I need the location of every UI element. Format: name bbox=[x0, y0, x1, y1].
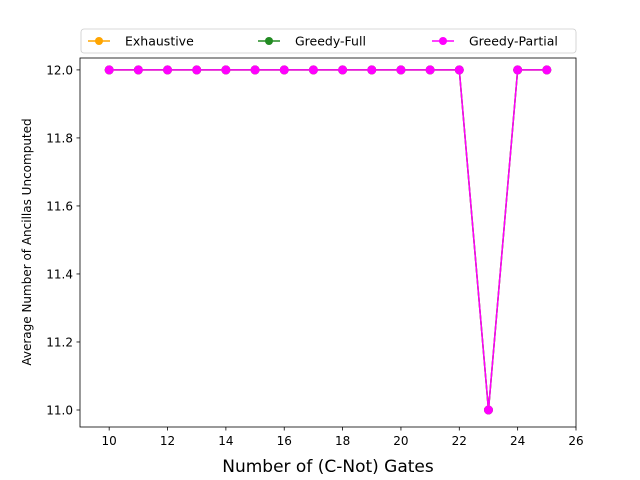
y-tick-label: 11.2 bbox=[46, 335, 73, 349]
x-tick-label: 10 bbox=[102, 434, 117, 448]
data-point bbox=[425, 65, 435, 75]
x-tick-label: 18 bbox=[335, 434, 350, 448]
y-axis-title: Average Number of Ancillas Uncomputed bbox=[20, 118, 34, 365]
x-tick-label: 16 bbox=[277, 434, 292, 448]
x-tick-label: 14 bbox=[218, 434, 233, 448]
x-axis-title: Number of (C-Not) Gates bbox=[222, 457, 434, 477]
plot-area bbox=[104, 65, 552, 415]
data-point bbox=[163, 65, 173, 75]
data-point bbox=[192, 65, 202, 75]
data-point bbox=[221, 65, 231, 75]
data-point bbox=[338, 65, 348, 75]
legend-marker-2 bbox=[439, 37, 447, 45]
legend-marker-0 bbox=[95, 37, 103, 45]
data-point bbox=[542, 65, 552, 75]
legend-label-1: Greedy-Full bbox=[295, 34, 366, 49]
x-tick-label: 22 bbox=[452, 434, 467, 448]
data-point bbox=[250, 65, 260, 75]
y-tick-label: 11.6 bbox=[46, 199, 73, 213]
x-tick-label: 12 bbox=[160, 434, 175, 448]
data-point bbox=[367, 65, 377, 75]
x-tick-label: 20 bbox=[393, 434, 408, 448]
legend-label-0: Exhaustive bbox=[125, 34, 194, 49]
legend: Exhaustive Greedy-Full Greedy-Partial bbox=[80, 28, 577, 54]
legend-label-2: Greedy-Partial bbox=[469, 34, 558, 49]
data-point bbox=[454, 65, 464, 75]
data-point bbox=[308, 65, 318, 75]
data-point bbox=[513, 65, 523, 75]
series-line-2 bbox=[109, 69, 547, 411]
data-point bbox=[133, 65, 143, 75]
data-point bbox=[396, 65, 406, 75]
y-tick-label: 12.0 bbox=[46, 63, 73, 77]
axes-frame bbox=[79, 57, 577, 428]
x-tick-label: 24 bbox=[510, 434, 525, 448]
y-tick-label: 11.4 bbox=[46, 267, 73, 281]
data-point bbox=[104, 65, 114, 75]
data-point bbox=[483, 405, 493, 415]
legend-marker-1 bbox=[265, 37, 273, 45]
x-tick-label: 26 bbox=[568, 434, 583, 448]
axes: 10 12 14 16 18 20 22 24 26 11.0 11.2 11.4 11.6 11.8 12… bbox=[46, 57, 584, 448]
y-tick-label: 11.8 bbox=[46, 131, 73, 145]
legend-box bbox=[80, 28, 577, 54]
y-tick-label: 11.0 bbox=[46, 403, 73, 417]
data-point bbox=[279, 65, 289, 75]
